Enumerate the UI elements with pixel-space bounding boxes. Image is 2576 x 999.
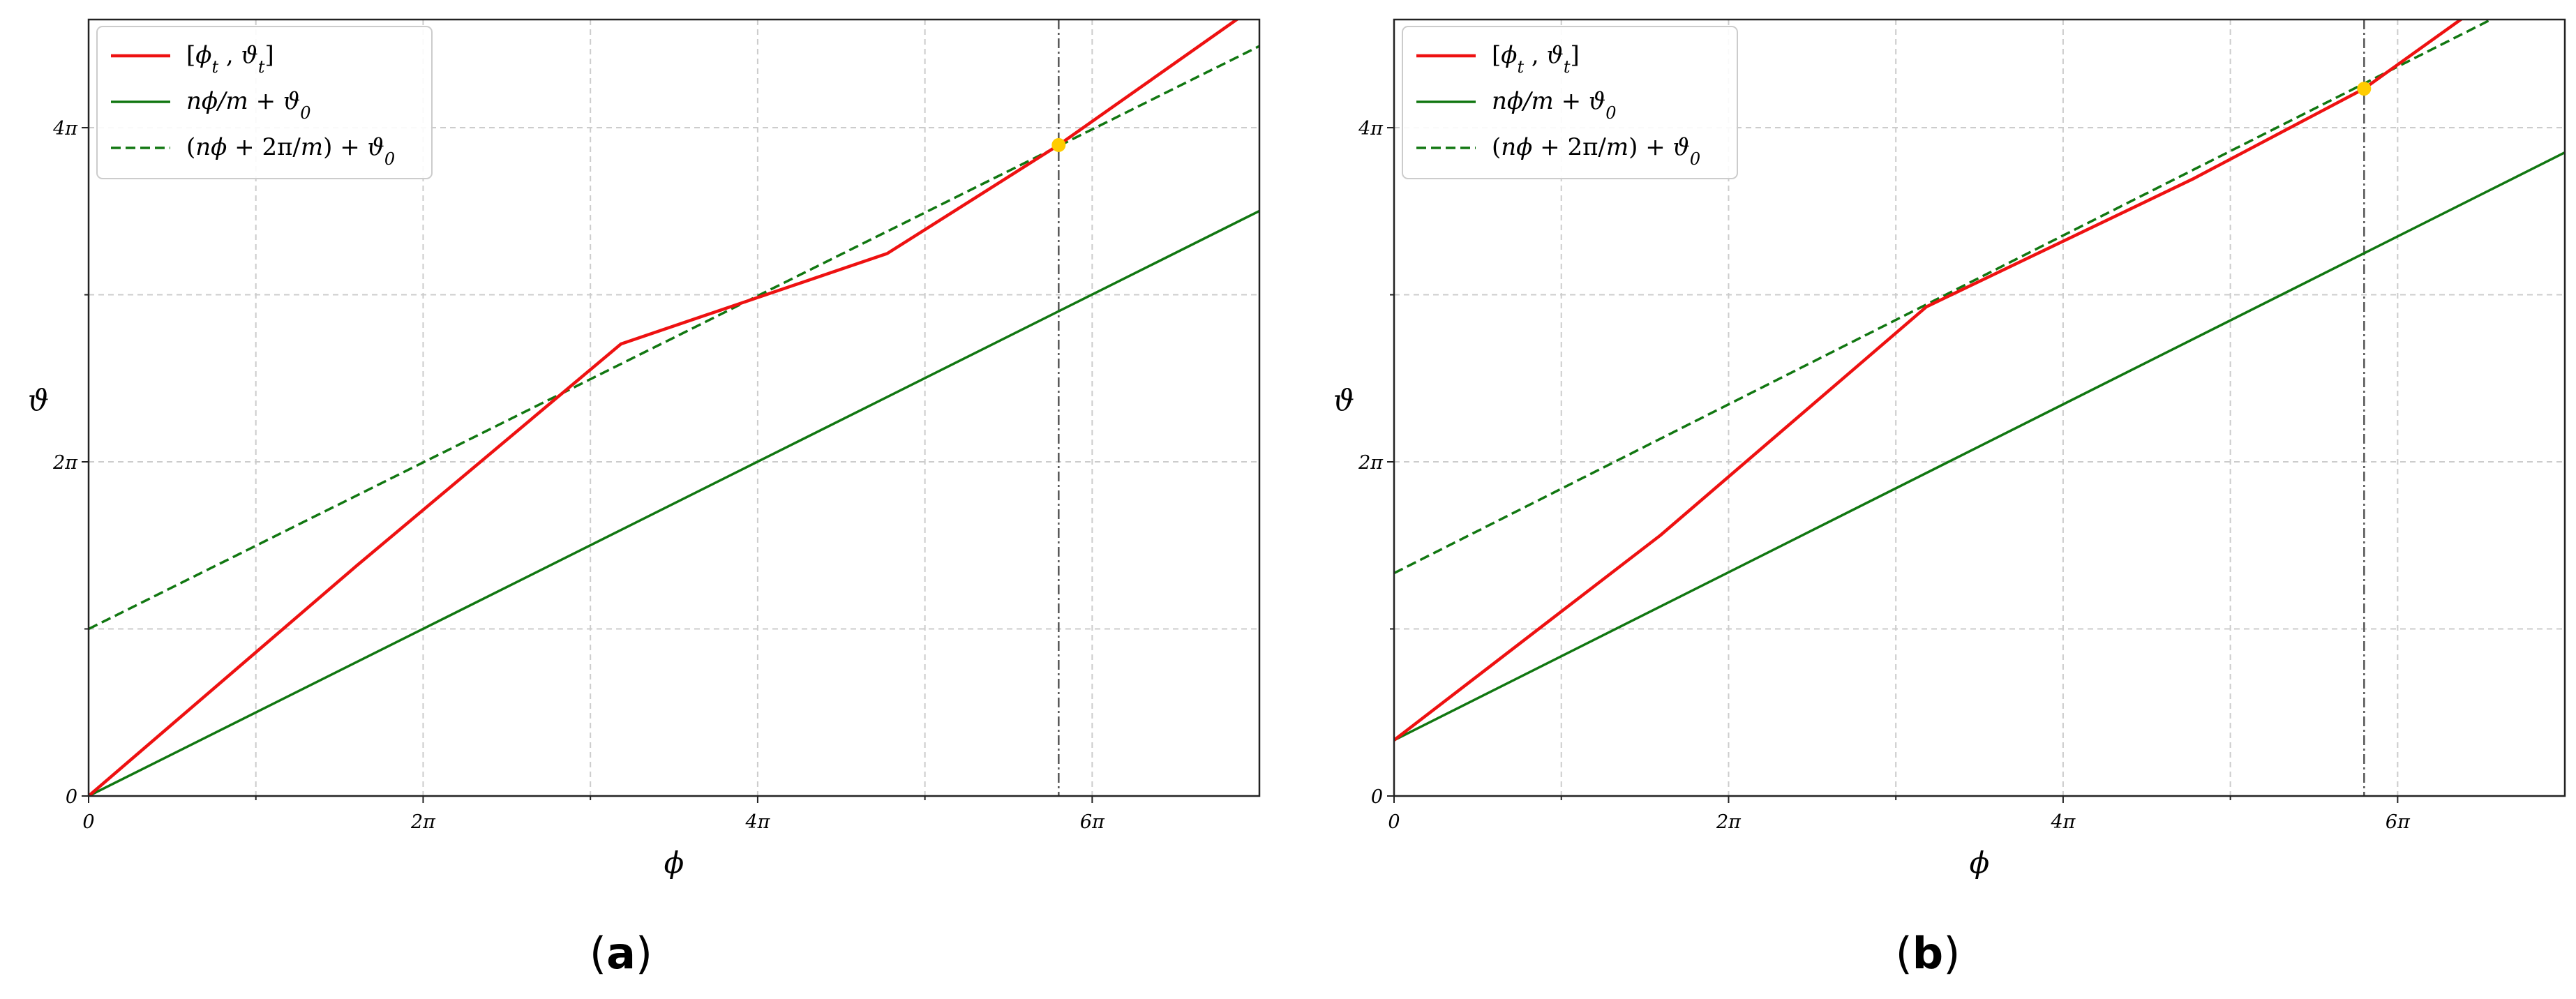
panel-label: (a) [590,928,652,979]
y-tick-label: 4π [1358,118,1384,140]
y-axis-label: ϑ [28,384,49,418]
legend: [ϕt , ϑt] nϕ/m + ϑ0 (nϕ + 2π/m) + ϑ0 [1402,26,1738,179]
legend-box [96,26,433,179]
y-tick-label: 0 [1371,786,1383,808]
legend-box [1402,26,1738,179]
panel-label: (b) [1896,928,1961,979]
x-axis-label: ϕ [664,846,684,880]
legend-label-1: nϕ/m + ϑ0 [1492,87,1616,123]
intersection-point [2357,82,2372,96]
x-tick-label: 0 [82,811,94,833]
intersection-point [1051,137,1066,152]
y-tick-label: 4π [52,118,78,140]
chart-panel-a: 0 2π 4π 6π 0 2π 4π ϕ ϑ [ϕt , ϑt] nϕ/m + ϑ0 (nϕ + 2π… [28,18,1261,979]
y-axis-label: ϑ [1333,384,1354,418]
x-tick-label: 2π [1716,811,1742,833]
legend-label-0: [ϕt , ϑt] [186,41,274,77]
plot-frame [1393,18,2566,797]
legend-label-2: (nϕ + 2π/m) + ϑ0 [186,133,395,169]
series-line-1 [1394,151,2565,742]
x-axis-label: ϕ [1970,846,1990,880]
x-tick-label: 6π [2386,811,2411,833]
series-line-0 [1394,20,2464,742]
series-line-0 [89,20,1240,796]
y-tick-label: 2π [52,452,78,474]
x-tick-label: 4π [2050,811,2076,833]
legend-label-0: [ϕt , ϑt] [1492,41,1580,77]
legend: [ϕt , ϑt] nϕ/m + ϑ0 (nϕ + 2π/m) + ϑ0 [96,26,433,179]
legend-label-2: (nϕ + 2π/m) + ϑ0 [1492,133,1700,169]
legend-label-1: nϕ/m + ϑ0 [186,87,310,123]
series-line-2 [1394,20,2494,575]
x-tick-label: 4π [744,811,770,833]
series-line-1 [89,209,1259,796]
y-tick-label: 0 [66,786,77,808]
x-tick-label: 0 [1388,811,1400,833]
plot-frame [87,18,1261,797]
y-tick-label: 2π [1358,452,1384,474]
x-tick-label: 2π [410,811,436,833]
x-tick-label: 6π [1080,811,1105,833]
chart-panel-b: 0 2π 4π 6π 0 2π 4π ϕ ϑ [ϕt , ϑt] nϕ/m + ϑ0 (nϕ + 2π… [1333,18,2566,979]
